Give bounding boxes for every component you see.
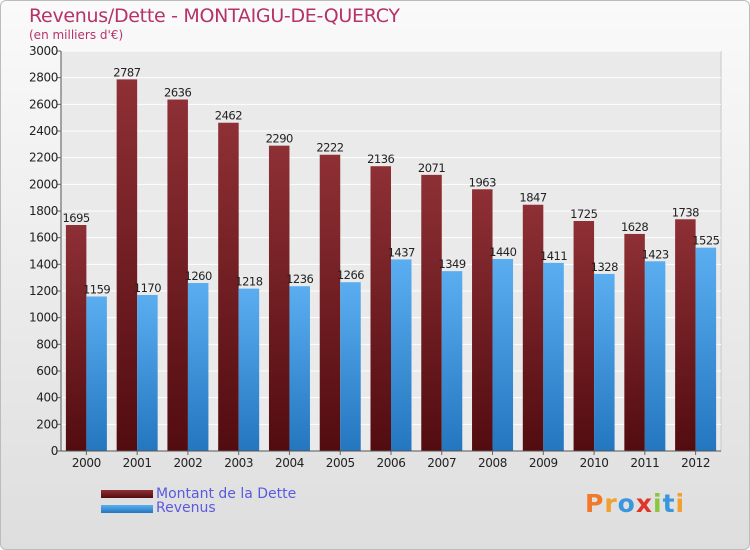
x-tick-label: 2003 [224,456,253,470]
legend-label-dette: Montant de la Dette [156,486,297,502]
data-label: 2290 [266,132,293,146]
bar-dette [116,79,138,452]
data-label: 2787 [113,65,140,79]
data-label: 1349 [438,257,465,271]
bar-dette [65,225,87,451]
data-label: 2636 [164,86,191,100]
data-label: 1218 [235,275,262,289]
data-label: 1328 [591,260,618,274]
data-label: 1440 [489,245,516,259]
y-tick-label: 0 [51,444,58,458]
bar-revenus [391,259,412,451]
data-label: 1437 [388,245,415,259]
y-tick-label: 1800 [29,204,58,218]
bar-dette [675,219,696,451]
logo-letter: o [617,489,636,518]
data-label: 1411 [540,249,567,263]
data-label: 1423 [641,247,668,261]
bar-revenus [187,283,209,451]
chart-title: Revenus/Dette - MONTAIGU-DE-QUERCY [29,5,400,27]
data-label: 1260 [185,269,212,283]
y-tick-label: 2800 [29,71,58,85]
x-tick-label: 2005 [326,456,355,470]
data-label: 1847 [519,191,546,205]
y-tick-label: 2200 [29,151,58,165]
legend-swatch-dette [101,490,153,498]
x-tick-label: 2004 [275,456,304,470]
y-tick-label: 2000 [29,177,58,191]
y-tick-label: 600 [36,364,58,378]
bar-revenus [695,247,717,451]
data-label: 2222 [316,141,343,155]
legend-swatch-revenus [101,505,153,513]
logo-letter: r [604,489,618,518]
logo-letter: t [662,489,676,518]
bar-dette [522,204,544,451]
data-label: 1738 [672,205,699,219]
legend-label-revenus: Revenus [156,500,216,516]
bar-revenus [238,288,260,451]
bar-revenus [492,259,514,451]
chart-subtitle: (en milliers d'€) [29,28,124,42]
data-label: 1236 [286,272,313,286]
y-tick-label: 400 [36,391,58,405]
x-tick-label: 2000 [72,456,101,470]
bar-dette [421,174,442,451]
bar-dette [370,166,391,451]
bar-revenus [86,296,107,451]
y-tick-label: 2400 [29,124,58,138]
bar-revenus [441,271,463,451]
bar-dette [218,122,239,451]
logo-letter: P [585,489,605,518]
data-label: 1525 [692,234,719,248]
bar-revenus [594,273,615,451]
logo-letter: i [653,489,663,518]
data-label: 2136 [367,152,394,166]
data-label: 1628 [621,220,648,234]
data-label: 1159 [83,282,110,296]
bar-revenus [644,261,666,451]
y-tick-label: 3000 [29,44,58,58]
bar-dette [573,221,595,451]
bar-revenus [137,295,158,451]
data-label: 2071 [418,161,445,175]
data-label: 1695 [62,211,89,225]
data-label: 1170 [134,281,161,295]
data-label: 2462 [215,109,242,123]
x-tick-label: 2002 [173,456,202,470]
data-label: 1963 [469,175,496,189]
x-tick-label: 2010 [580,456,609,470]
bar-dette [319,154,341,451]
y-tick-label: 1600 [29,231,58,245]
data-label: 1725 [570,207,597,221]
bar-dette [624,233,645,451]
bar-revenus [340,282,361,451]
x-tick-label: 2007 [427,456,456,470]
y-tick-label: 1400 [29,257,58,271]
logo-letter: x [635,489,653,518]
bar-revenus [289,286,310,451]
data-label: 1266 [337,268,364,282]
x-tick-label: 2006 [377,456,406,470]
x-tick-label: 2008 [478,456,507,470]
y-tick-label: 800 [36,337,58,351]
x-tick-label: 2012 [681,456,710,470]
x-tick-label: 2009 [529,456,558,470]
logo-letter: i [675,489,686,518]
y-tick-label: 1200 [29,284,58,298]
x-tick-label: 2001 [123,456,152,470]
y-tick-label: 200 [36,417,58,431]
bar-dette [268,145,290,451]
bar-dette [167,99,188,452]
proxiti-logo: Proxiti [585,489,685,518]
bar-dette [472,189,493,451]
x-tick-label: 2011 [630,456,659,470]
y-tick-label: 2600 [29,97,58,111]
bar-revenus [543,262,564,451]
y-tick-label: 1000 [29,311,58,325]
